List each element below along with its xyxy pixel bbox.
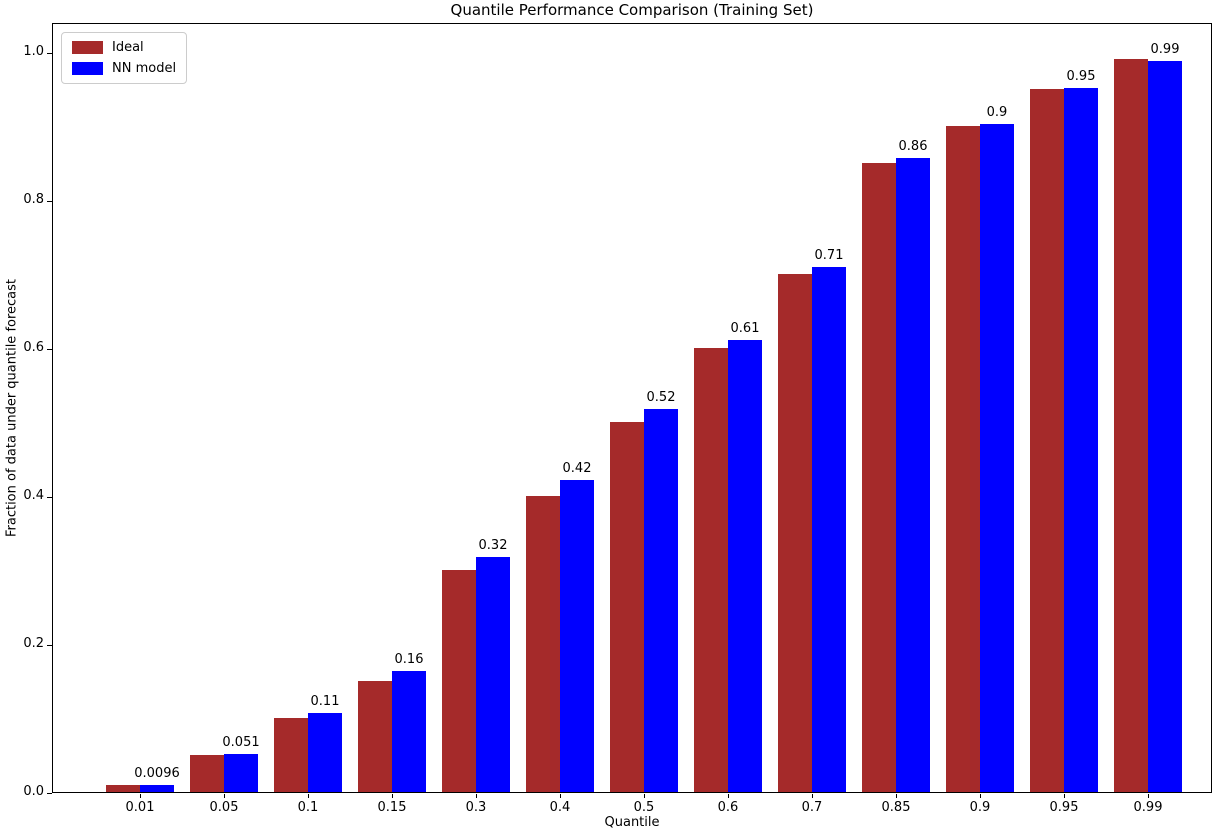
y-tick-mark	[47, 349, 52, 350]
legend-label: Ideal	[112, 40, 144, 55]
x-tick-mark	[476, 794, 477, 798]
bar-value-label: 0.0096	[134, 765, 180, 781]
bar-value-label: 0.61	[730, 320, 760, 336]
bar-ideal	[946, 126, 980, 792]
bar-value-label: 0.99	[1150, 41, 1180, 57]
x-tick-label: 0.15	[377, 800, 407, 815]
bar-nn-model	[392, 671, 426, 792]
x-tick-mark	[980, 794, 981, 798]
x-tick-mark	[308, 794, 309, 798]
y-tick-mark	[47, 645, 52, 646]
bar-nn-model	[140, 785, 174, 792]
x-tick-mark	[1148, 794, 1149, 798]
bar-nn-model	[560, 480, 594, 792]
bar-nn-model	[644, 409, 678, 792]
bar-value-label: 0.9	[986, 104, 1008, 120]
legend-swatch-icon	[72, 62, 103, 75]
bar-ideal	[190, 755, 224, 792]
x-tick-label: 0.6	[717, 800, 739, 815]
bar-ideal	[358, 681, 392, 792]
bar-ideal	[1114, 59, 1148, 792]
x-tick-mark	[644, 794, 645, 798]
chart-title: Quantile Performance Comparison (Trainin…	[450, 1, 814, 19]
x-tick-label: 0.5	[633, 800, 655, 815]
x-tick-mark	[812, 794, 813, 798]
legend-swatch-icon	[72, 41, 103, 54]
bar-nn-model	[1064, 88, 1098, 792]
bar-ideal	[274, 718, 308, 792]
y-tick-label: 0.4	[23, 488, 44, 503]
x-tick-mark	[896, 794, 897, 798]
bar-nn-model	[896, 158, 930, 792]
bar-nn-model	[812, 267, 846, 792]
y-tick-mark	[47, 793, 52, 794]
bar-value-label: 0.11	[310, 693, 340, 709]
bar-value-label: 0.71	[814, 248, 844, 264]
x-tick-label: 0.1	[297, 800, 319, 815]
y-tick-mark	[47, 497, 52, 498]
x-tick-label: 0.95	[1049, 800, 1079, 815]
bar-value-label: 0.051	[222, 735, 260, 751]
bar-ideal	[1030, 89, 1064, 792]
legend-label: NN model	[112, 61, 177, 76]
bar-nn-model	[980, 124, 1014, 792]
bar-value-label: 0.32	[478, 537, 508, 553]
legend-item-ideal: Ideal	[72, 40, 176, 55]
y-tick-label: 0.8	[23, 192, 44, 207]
bar-value-label: 0.86	[898, 138, 928, 154]
bar-nn-model	[476, 557, 510, 792]
bar-nn-model	[308, 713, 342, 792]
bar-ideal	[526, 496, 560, 792]
bar-ideal	[862, 163, 896, 792]
bar-ideal	[106, 785, 140, 792]
x-tick-label: 0.01	[125, 800, 155, 815]
y-tick-label: 1.0	[23, 44, 44, 59]
x-tick-mark	[1064, 794, 1065, 798]
bar-nn-model	[1148, 61, 1182, 792]
bar-value-label: 0.16	[394, 652, 424, 668]
x-tick-mark	[224, 794, 225, 798]
x-tick-mark	[140, 794, 141, 798]
x-tick-mark	[392, 794, 393, 798]
y-axis-label: Fraction of data under quantile forecast	[4, 278, 20, 538]
y-tick-mark	[47, 201, 52, 202]
x-tick-label: 0.7	[801, 800, 823, 815]
y-tick-label: 0.0	[23, 784, 44, 799]
bar-nn-model	[224, 754, 258, 792]
bar-value-label: 0.52	[646, 390, 676, 406]
x-tick-label: 0.4	[549, 800, 571, 815]
x-tick-label: 0.05	[209, 800, 239, 815]
bar-value-label: 0.95	[1066, 69, 1096, 85]
bar-ideal	[778, 274, 812, 792]
bar-nn-model	[728, 340, 762, 792]
x-tick-label: 0.9	[969, 800, 991, 815]
x-axis-label: Quantile	[604, 815, 660, 830]
x-tick-label: 0.3	[465, 800, 487, 815]
x-tick-label: 0.85	[881, 800, 911, 815]
legend: Ideal NN model	[61, 32, 188, 84]
y-tick-label: 0.6	[23, 340, 44, 355]
bar-ideal	[610, 422, 644, 792]
legend-item-nn-model: NN model	[72, 61, 176, 76]
x-tick-mark	[560, 794, 561, 798]
bar-ideal	[442, 570, 476, 792]
plot-area: Ideal NN model	[52, 23, 1212, 793]
x-tick-mark	[728, 794, 729, 798]
bar-ideal	[694, 348, 728, 792]
y-tick-mark	[47, 53, 52, 54]
y-tick-label: 0.2	[23, 636, 44, 651]
x-tick-label: 0.99	[1133, 800, 1163, 815]
bar-value-label: 0.42	[562, 460, 592, 476]
